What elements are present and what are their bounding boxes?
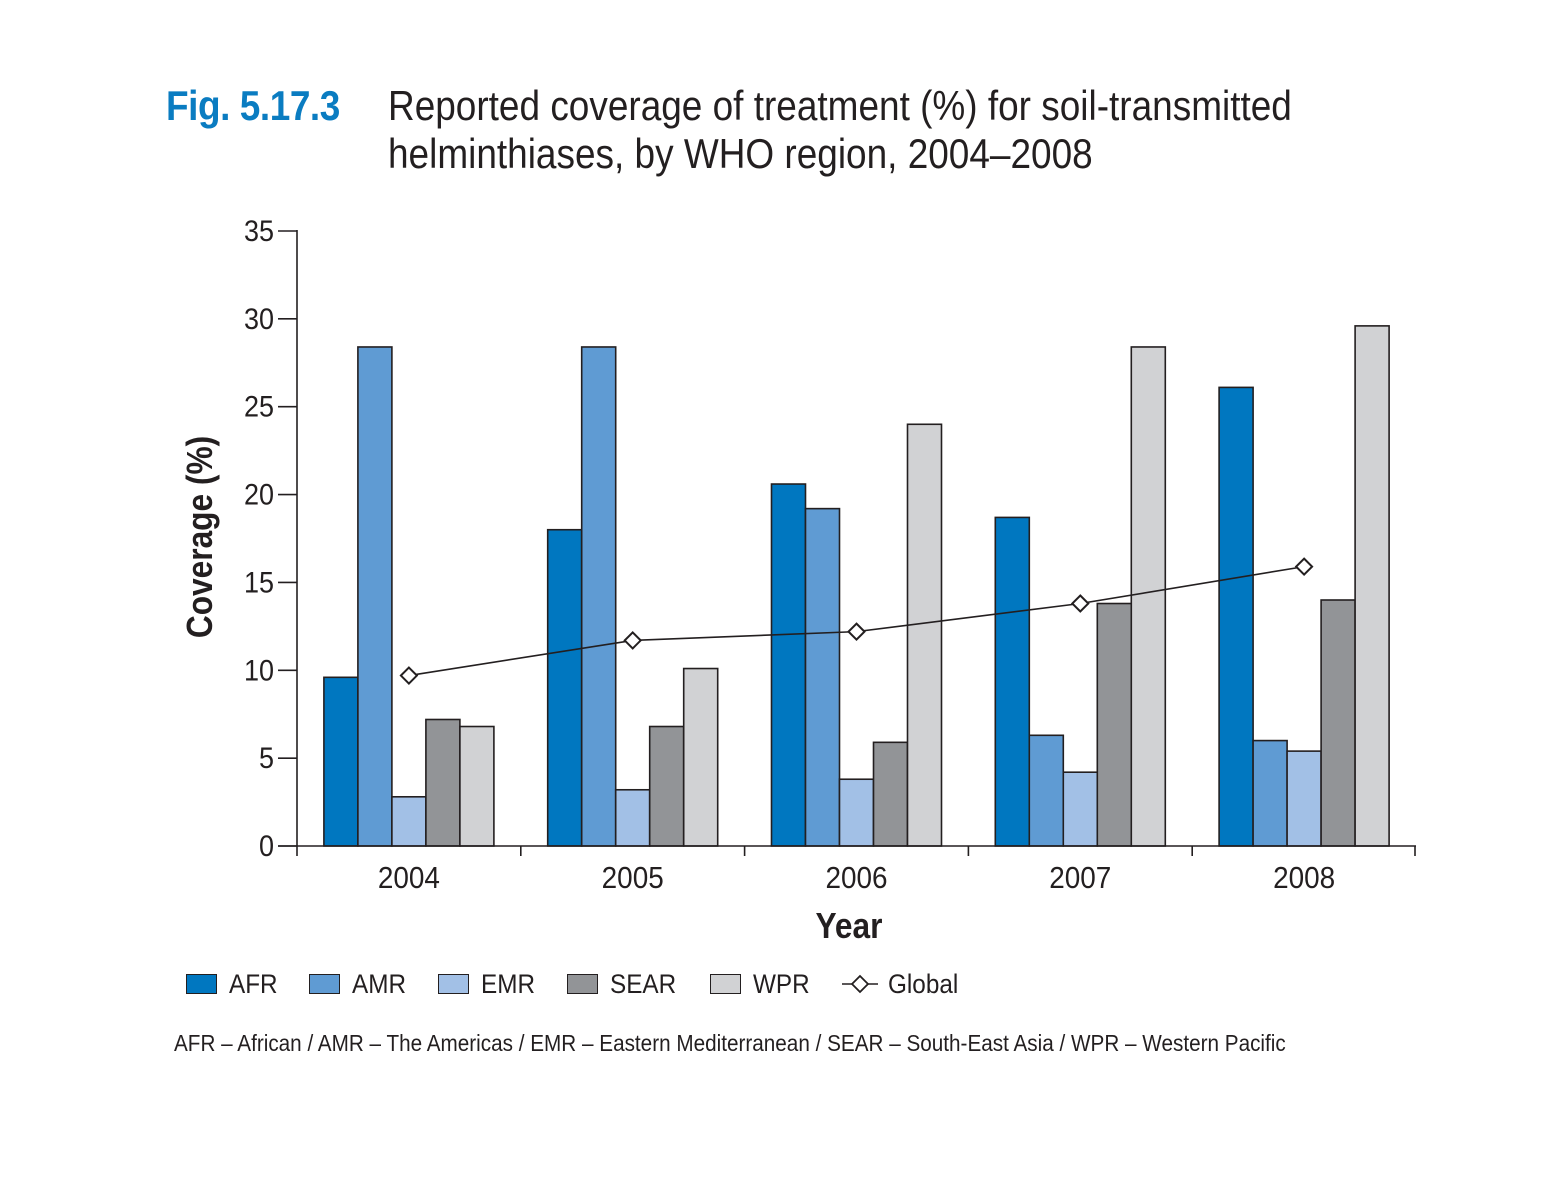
global-marker-2007 bbox=[1070, 594, 1090, 613]
x-axis-title: Year bbox=[816, 906, 883, 946]
bar-afr-2007 bbox=[994, 516, 1031, 847]
y-tick-label-20: 20 bbox=[244, 478, 274, 512]
bar-emr-2006 bbox=[838, 778, 875, 847]
y-axis-title: Coverage (%) bbox=[180, 436, 220, 638]
bar-amr-2008 bbox=[1252, 739, 1288, 847]
y-tick-label-10: 10 bbox=[244, 654, 274, 688]
global-line bbox=[408, 565, 1305, 677]
bar-afr-2008 bbox=[1218, 386, 1254, 847]
coverage-chart: 0 5 10 15 20 25 30 35 2004 2005 2006 2007 2008 Year Co… bbox=[180, 215, 1416, 946]
bar-wpr-2006 bbox=[906, 423, 943, 847]
x-tick-label-2004: 2004 bbox=[378, 861, 440, 896]
bar-emr-2008 bbox=[1286, 750, 1322, 847]
bar-amr-2006 bbox=[804, 507, 841, 847]
bar-afr-2005 bbox=[546, 528, 583, 847]
bar-amr-2007 bbox=[1028, 734, 1065, 847]
legend-swatch-amr bbox=[309, 974, 340, 994]
bar-amr-2005 bbox=[580, 346, 617, 847]
bar-sear-2008 bbox=[1320, 599, 1356, 847]
bar-afr-2006 bbox=[770, 483, 807, 847]
global-marker-2008 bbox=[1294, 557, 1314, 577]
x-tick-label-2008: 2008 bbox=[1273, 861, 1335, 896]
global-marker-2006 bbox=[847, 622, 866, 642]
legend-swatch-afr bbox=[186, 974, 217, 994]
legend-item-global: Global bbox=[841, 968, 966, 1000]
legend-label-global: Global bbox=[887, 968, 958, 999]
bar-emr-2004 bbox=[391, 795, 427, 847]
global-diamond-icon bbox=[841, 974, 878, 994]
bar-wpr-2005 bbox=[682, 667, 719, 847]
bar-wpr-2004 bbox=[459, 725, 495, 847]
y-tick-label-35: 35 bbox=[244, 215, 274, 249]
legend-swatch-wpr bbox=[709, 974, 741, 994]
legend-label-wpr: WPR bbox=[752, 968, 810, 999]
bar-wpr-2007 bbox=[1130, 346, 1167, 847]
bar-sear-2006 bbox=[872, 741, 909, 847]
bar-sear-2007 bbox=[1096, 602, 1133, 847]
legend-label-amr: AMR bbox=[352, 968, 406, 999]
legend-item-emr: EMR bbox=[438, 969, 541, 1000]
figure-label: Fig. 5.17.3 bbox=[166, 82, 340, 129]
bar-afr-2004 bbox=[323, 676, 359, 847]
bar-wpr-2008 bbox=[1354, 325, 1390, 847]
figure-title: Reported coverage of treatment (%) for s… bbox=[388, 82, 1292, 178]
legend-item-amr: AMR bbox=[309, 969, 412, 1000]
bar-amr-2004 bbox=[357, 346, 393, 847]
global-marker-2005 bbox=[623, 631, 643, 650]
bar-emr-2005 bbox=[614, 788, 651, 847]
legend-label-sear: SEAR bbox=[610, 968, 677, 999]
x-tick-label-2006: 2006 bbox=[825, 861, 887, 896]
y-tick-label-25: 25 bbox=[244, 390, 274, 424]
legend-label-afr: AFR bbox=[229, 968, 278, 999]
region-footnote: AFR – African / AMR – The Americas / EMR… bbox=[174, 1030, 1286, 1056]
y-tick-label-30: 30 bbox=[244, 303, 274, 337]
bar-emr-2007 bbox=[1062, 771, 1099, 847]
figure-title-line-2: helminthiases, by WHO region, 2004–2008 bbox=[388, 130, 1093, 177]
legend-item-sear: SEAR bbox=[567, 969, 684, 1000]
legend-swatch-emr bbox=[438, 974, 469, 994]
bar-sear-2004 bbox=[425, 718, 461, 847]
x-tick-label-2007: 2007 bbox=[1049, 861, 1111, 896]
y-tick-label-5: 5 bbox=[259, 742, 274, 776]
bar-sear-2005 bbox=[648, 725, 685, 847]
x-tick-label-2005: 2005 bbox=[602, 861, 664, 896]
global-marker-2004 bbox=[399, 666, 419, 685]
figure-title-line-1: Reported coverage of treatment (%) for s… bbox=[388, 82, 1292, 129]
y-tick-label-0: 0 bbox=[259, 830, 274, 864]
legend-item-afr: AFR bbox=[186, 969, 283, 1000]
y-tick-label-15: 15 bbox=[244, 566, 274, 600]
legend-item-wpr: WPR bbox=[709, 968, 816, 1000]
legend-label-emr: EMR bbox=[481, 968, 535, 999]
chart-legend: AFR AMR EMR SEAR WPR Global bbox=[186, 966, 992, 1002]
legend-swatch-sear bbox=[567, 974, 598, 994]
